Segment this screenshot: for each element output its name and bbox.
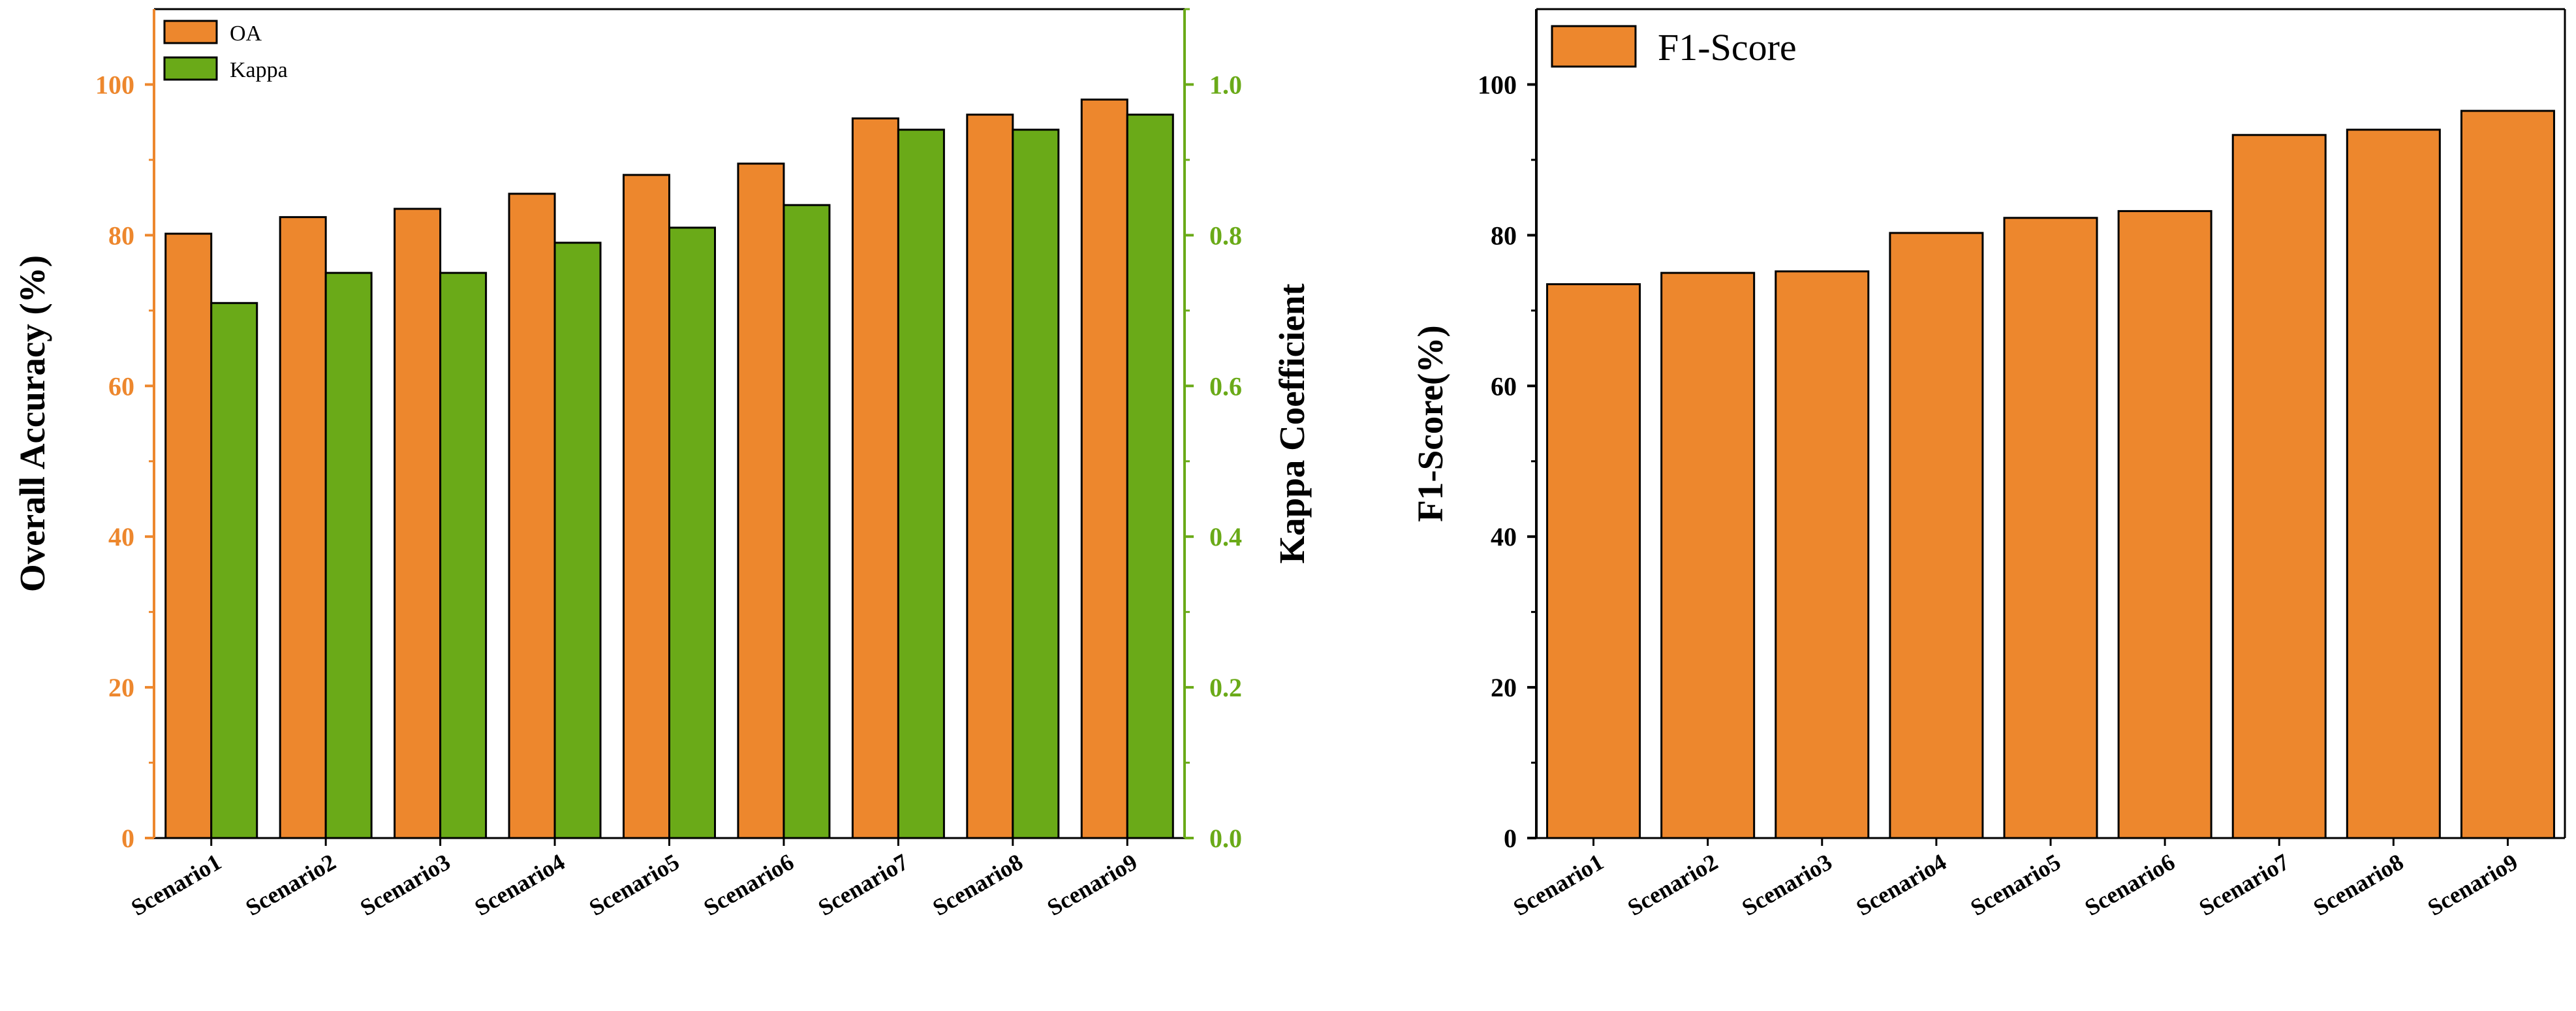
kappa-bar-1 [210,302,258,839]
chart2-tick-label: 20 [1491,673,1517,702]
chart1-left-tick-label: 20 [108,673,134,702]
oa-bar-5 [623,174,670,839]
chart2-category-label: Scenario6 [2080,848,2179,921]
chart2-tick-label: 100 [1478,70,1517,99]
chart2-tick-label: 60 [1491,371,1517,401]
chart1-category-label: Scenario4 [470,848,569,921]
kappa-bar-6 [783,204,831,839]
chart1-right-tick-label: 0.4 [1209,522,1242,552]
oa-bar-7 [851,117,899,839]
oa-bar-4 [508,193,556,839]
chart1-left-tick-label: 80 [108,221,134,250]
chart2-category-label: Scenario7 [2195,848,2294,921]
chart1-category-label: Scenario3 [356,848,455,921]
f1-bar-2 [1660,272,1756,839]
chart1-right-tick-label: 0.8 [1209,221,1242,250]
kappa-bar-7 [897,129,945,839]
chart1-category-label: Scenario2 [241,848,341,921]
legend-f1-label: F1-Score [1658,26,1797,69]
oa-bar-9 [1080,99,1128,839]
kappa-bar-3 [439,272,488,839]
oa-bar-2 [279,216,327,839]
chart1-category-label: Scenario9 [1043,848,1142,921]
f1-bar-4 [1889,232,1984,839]
oa-bar-3 [394,208,442,839]
kappa-bar-8 [1012,129,1060,839]
chart2-category-label: Scenario3 [1737,848,1837,921]
chart1-category-label: Scenario5 [585,848,684,921]
chart1-right-axis-title: Kappa Coefficient [1272,283,1312,564]
legend-kappa-swatch [163,56,218,81]
kappa-bar-2 [324,272,373,839]
chart1-category-label: Scenario6 [699,848,798,921]
kappa-bar-5 [668,226,716,839]
chart2-tick-label: 0 [1504,824,1517,853]
f1-bar-6 [2117,210,2212,839]
chart2-tick-label: 80 [1491,221,1517,250]
f1-bar-9 [2460,110,2555,839]
f1-bar-7 [2231,134,2327,839]
chart1-right-tick-label: 1.0 [1209,70,1242,99]
chart2-category-label: Scenario9 [2423,848,2522,921]
chart2-category-label: Scenario8 [2309,848,2408,921]
legend-f1-swatch [1551,25,1637,68]
oa-bar-1 [164,232,213,839]
chart1-left-tick-label: 100 [95,70,134,99]
oa-bar-8 [966,114,1014,839]
f1-bar-1 [1546,283,1641,839]
chart2-axis-title: F1-Score(%) [1410,325,1450,521]
chart1-left-tick-label: 40 [108,522,134,552]
chart2-category-label: Scenario1 [1509,848,1608,921]
chart1-category-label: Scenario8 [928,848,1027,921]
chart1-left-tick-label: 0 [121,824,134,853]
chart1-category-label: Scenario1 [127,848,226,921]
chart1-category-label: Scenario7 [814,848,913,921]
kappa-bar-4 [553,241,602,839]
chart2-tick-label: 40 [1491,522,1517,552]
chart1-left-axis-title: Overall Accuracy (%) [12,255,52,592]
f1-bar-3 [1775,270,1870,839]
kappa-bar-9 [1126,114,1174,839]
chart1-left-tick-label: 60 [108,371,134,401]
chart1-right-tick-label: 0.6 [1209,371,1242,401]
legend-oa-label: OA [230,22,262,46]
oa-bar-6 [737,163,785,839]
chart2-category-label: Scenario5 [1966,848,2065,921]
chart1-right-tick-label: 0.2 [1209,673,1242,702]
chart1-right-tick-label: 0.0 [1209,824,1242,853]
f1-bar-5 [2003,217,2098,839]
legend-oa-swatch [163,20,218,44]
chart2-category-label: Scenario4 [1852,848,1951,921]
legend-kappa-label: Kappa [230,58,288,82]
chart2-category-label: Scenario2 [1623,848,1722,921]
f1-bar-8 [2346,129,2441,839]
